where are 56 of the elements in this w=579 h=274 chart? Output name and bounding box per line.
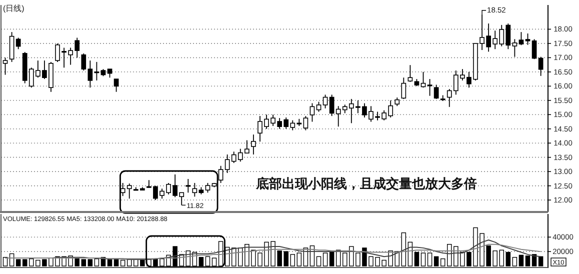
bar (322, 252, 328, 266)
candlestick (538, 56, 544, 76)
bar (120, 260, 126, 266)
candlestick (9, 32, 14, 62)
bar (290, 254, 296, 266)
candlestick (329, 94, 334, 116)
candlestick (310, 102, 315, 122)
candlestick (94, 61, 100, 81)
candlestick (525, 33, 530, 46)
candlestick (16, 37, 21, 50)
bar (16, 259, 21, 266)
candlestick (316, 101, 322, 112)
bar (434, 256, 439, 266)
candlestick (420, 71, 426, 88)
candlestick (434, 84, 439, 100)
candlestick (186, 178, 191, 194)
bar (440, 258, 446, 266)
candlestick (532, 38, 537, 60)
candlestick (205, 182, 210, 194)
bar (22, 259, 28, 266)
bar (499, 250, 504, 266)
bar (316, 256, 322, 266)
bar (81, 259, 86, 266)
candlestick (2, 57, 8, 76)
bar (401, 232, 406, 266)
candlestick (518, 32, 524, 46)
candlestick (114, 78, 119, 92)
bar (506, 252, 511, 266)
candlestick (218, 165, 224, 184)
bar (212, 258, 217, 266)
bar (512, 256, 518, 266)
candlestick (427, 78, 432, 96)
bar (420, 252, 426, 266)
chart-title: (日线) (3, 4, 25, 13)
candlestick (303, 116, 308, 131)
bar (538, 256, 544, 266)
candlestick (251, 134, 256, 155)
bar (525, 256, 530, 266)
bar (296, 252, 302, 266)
candlestick (224, 154, 230, 174)
candlestick (401, 77, 406, 100)
candlestick (192, 182, 198, 198)
bar (518, 254, 524, 266)
bar (205, 256, 210, 266)
bar (532, 254, 537, 266)
bar (427, 252, 432, 266)
bar (94, 258, 100, 266)
bar (198, 256, 204, 266)
bar (88, 259, 93, 266)
bar (107, 259, 112, 266)
candlestick (408, 64, 413, 82)
annotation: 底部出现小阳线，且成交量也放大多倍 (255, 176, 477, 192)
bar (2, 256, 8, 266)
bar (414, 252, 420, 266)
candlestick (512, 38, 518, 58)
candlestick (322, 94, 328, 109)
